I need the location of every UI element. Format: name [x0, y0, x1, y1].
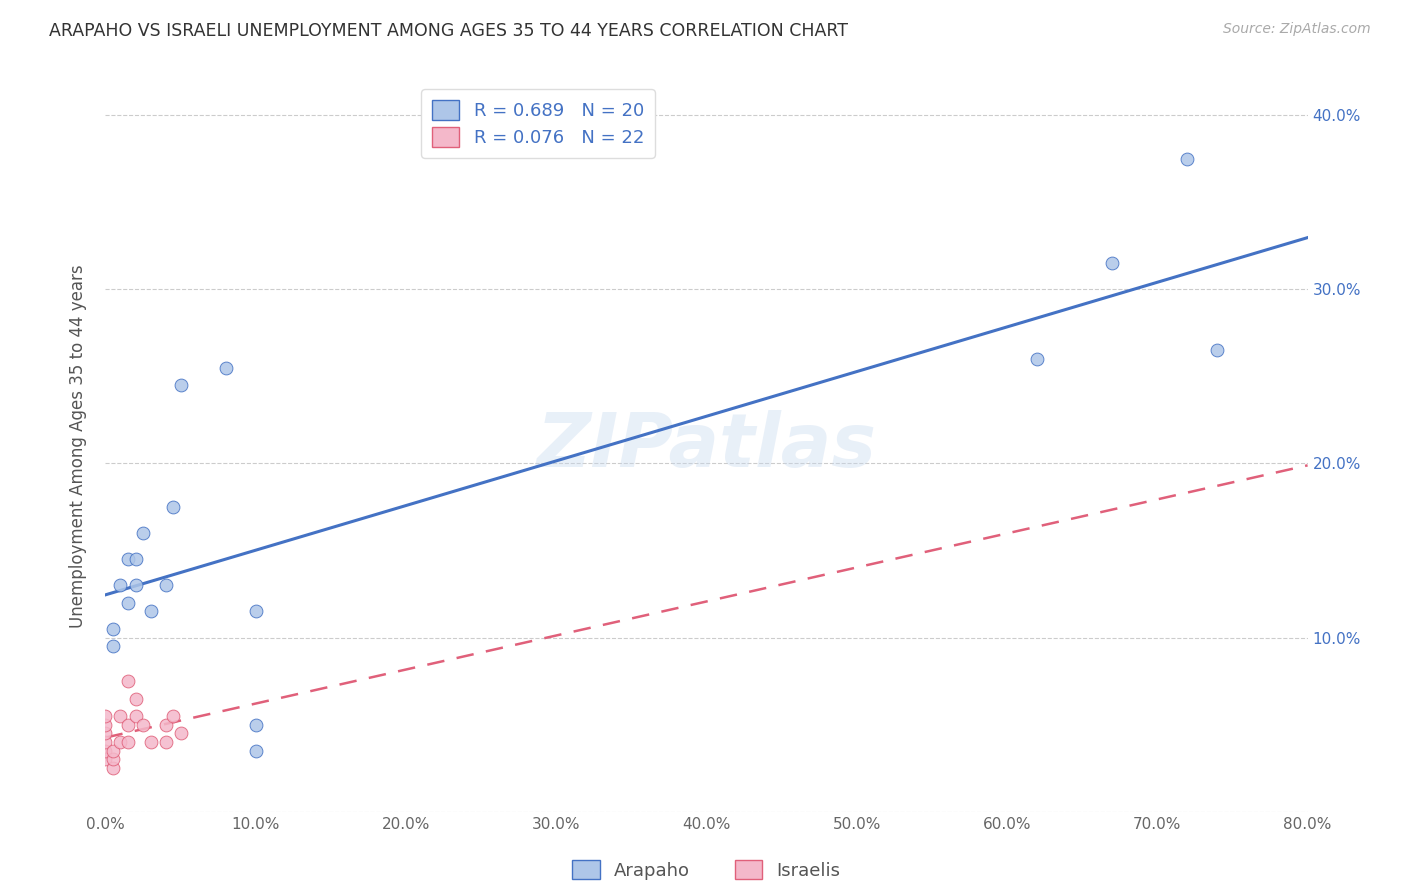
- Point: [94, 709, 117, 723]
- Point: [169, 726, 191, 740]
- Point: [117, 674, 139, 689]
- Point: [155, 578, 177, 592]
- Point: [101, 752, 124, 766]
- Point: [132, 526, 155, 541]
- Point: [124, 691, 146, 706]
- Point: [124, 709, 146, 723]
- Point: [101, 622, 124, 636]
- Point: [94, 752, 117, 766]
- Point: [94, 717, 117, 731]
- Point: [94, 735, 117, 749]
- Point: [94, 744, 117, 758]
- Point: [162, 709, 184, 723]
- Point: [245, 604, 267, 618]
- Point: [117, 596, 139, 610]
- Legend: Arapaho, Israelis: Arapaho, Israelis: [565, 853, 848, 887]
- Point: [139, 604, 162, 618]
- Text: Source: ZipAtlas.com: Source: ZipAtlas.com: [1223, 22, 1371, 37]
- Point: [110, 578, 132, 592]
- Point: [110, 735, 132, 749]
- Point: [101, 744, 124, 758]
- Point: [155, 717, 177, 731]
- Point: [162, 500, 184, 514]
- Point: [1101, 256, 1123, 270]
- Point: [117, 735, 139, 749]
- Point: [1026, 351, 1049, 366]
- Point: [117, 552, 139, 566]
- Text: ARAPAHO VS ISRAELI UNEMPLOYMENT AMONG AGES 35 TO 44 YEARS CORRELATION CHART: ARAPAHO VS ISRAELI UNEMPLOYMENT AMONG AG…: [49, 22, 848, 40]
- Text: ZIPatlas: ZIPatlas: [537, 409, 876, 483]
- Point: [132, 717, 155, 731]
- Point: [110, 709, 132, 723]
- Point: [101, 640, 124, 654]
- Point: [117, 717, 139, 731]
- Point: [101, 761, 124, 775]
- Point: [139, 735, 162, 749]
- Y-axis label: Unemployment Among Ages 35 to 44 years: Unemployment Among Ages 35 to 44 years: [69, 264, 87, 628]
- Point: [245, 744, 267, 758]
- Point: [94, 726, 117, 740]
- Point: [214, 360, 236, 375]
- Point: [1175, 152, 1198, 166]
- Point: [124, 552, 146, 566]
- Point: [155, 735, 177, 749]
- Point: [1206, 343, 1229, 358]
- Point: [169, 378, 191, 392]
- Point: [245, 717, 267, 731]
- Point: [124, 578, 146, 592]
